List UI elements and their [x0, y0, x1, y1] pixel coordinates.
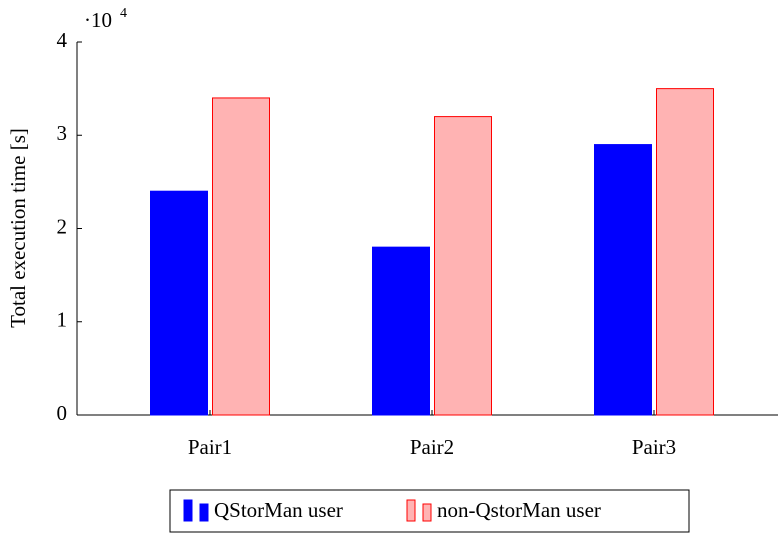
x-tick-label: Pair2 — [410, 435, 454, 459]
legend-swatch — [183, 499, 193, 522]
y-tick-label: 4 — [57, 28, 68, 52]
x-tick-label: Pair1 — [188, 435, 232, 459]
legend-label: non-QstorMan user — [437, 498, 601, 522]
y-tick-label: 3 — [57, 121, 68, 145]
legend-swatch — [406, 499, 416, 522]
bar — [372, 246, 430, 416]
y-tick-label: 2 — [57, 214, 68, 238]
legend-swatch — [422, 503, 432, 522]
y-tick-label: 1 — [57, 308, 68, 332]
bar — [150, 190, 208, 416]
bar — [594, 144, 652, 416]
bar — [656, 88, 714, 416]
y-axis-label: Total execution time [s] — [6, 128, 30, 328]
x-tick-label: Pair3 — [632, 435, 676, 459]
y-tick-label: 0 — [57, 401, 68, 425]
bar — [434, 116, 492, 416]
legend-swatch — [199, 503, 209, 522]
axis-multiplier-exponent: 4 — [120, 6, 127, 21]
axis-multiplier: ·10 — [84, 8, 112, 32]
legend-label: QStorMan user — [214, 498, 343, 522]
bar — [212, 97, 270, 416]
